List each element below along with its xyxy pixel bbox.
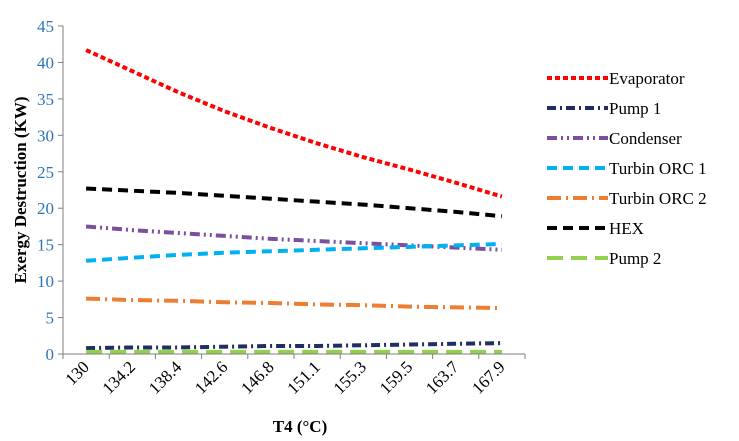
y-tick-label: 25: [37, 163, 54, 182]
legend-label: HEX: [609, 219, 644, 238]
y-axis-ticks: 0 5 10 15 20 25 30 35 40 45: [37, 17, 63, 364]
legend-label: Pump 2: [609, 249, 661, 268]
y-tick-label: 30: [37, 126, 54, 145]
y-axis-title: Exergy Destruction (KW): [11, 97, 30, 284]
x-tick-label: 159.5: [376, 357, 416, 397]
x-axis-title: T4 (°C): [273, 417, 328, 436]
y-tick-label: 45: [37, 17, 54, 36]
legend: Evaporator Pump 1 Condenser Turbin ORC 1 Tur…: [547, 69, 707, 268]
legend-label: Evaporator: [609, 69, 685, 88]
y-tick-label: 15: [37, 236, 54, 255]
legend-label: Condenser: [609, 129, 682, 148]
x-tick-label: 142.6: [191, 357, 231, 397]
y-tick-label: 40: [37, 53, 54, 72]
x-tick-label: 138.4: [145, 357, 186, 398]
x-tick-label: 151.1: [283, 357, 323, 397]
x-tick-label: 130: [61, 357, 92, 388]
legend-label: Pump 1: [609, 99, 661, 118]
y-tick-label: 35: [37, 90, 54, 109]
x-tick-label: 155.3: [330, 357, 370, 397]
x-tick-label: 167.9: [468, 357, 508, 397]
legend-label: Turbin ORC 2: [609, 189, 707, 208]
legend-label: Turbin ORC 1: [609, 159, 707, 178]
y-tick-label: 10: [37, 272, 54, 291]
x-tick-label: 146.8: [237, 357, 277, 397]
x-axis-ticks: 130 134.2 138.4 142.6 146.8 151.1 155.3 159.5 16…: [61, 354, 526, 398]
series-line-pump-1: [86, 341, 502, 351]
series-line-turbin-orc-1: [85, 241, 502, 263]
y-tick-label: 5: [46, 309, 55, 328]
x-tick-label: 163.7: [422, 357, 463, 398]
series-line-turbin-orc-2: [86, 296, 502, 311]
series-line-condenser: [85, 224, 502, 252]
y-tick-label: 0: [46, 345, 55, 364]
x-tick-label: 134.2: [99, 357, 139, 397]
series-group: [85, 48, 503, 354]
y-tick-label: 20: [37, 199, 54, 218]
series-line-evaporator: [85, 48, 503, 199]
series-line-hex: [86, 186, 503, 219]
